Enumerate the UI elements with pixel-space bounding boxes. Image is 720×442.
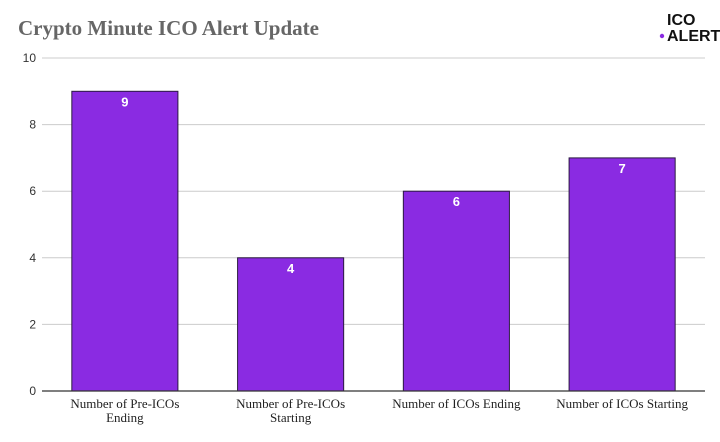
- x-category-label: Number of ICOs Starting: [556, 396, 688, 411]
- bar: [402, 190, 510, 392]
- y-tick-label: 2: [29, 317, 36, 331]
- bar-value-label: 4: [287, 261, 295, 276]
- bar: [237, 257, 345, 392]
- logo-text-line1: ICO: [667, 12, 695, 29]
- x-category-label: Number of Pre-ICOs Ending: [70, 396, 179, 425]
- y-tick-label: 6: [29, 184, 36, 198]
- y-tick-label: 8: [29, 118, 36, 132]
- logo-dot-icon: [659, 33, 665, 39]
- bar: [568, 157, 676, 392]
- x-category-label: Number of ICOs Ending: [392, 396, 521, 411]
- bar: [71, 90, 179, 392]
- y-tick-label: 0: [29, 384, 36, 398]
- bar-value-label: 9: [121, 94, 128, 109]
- bar-value-label: 7: [619, 161, 626, 176]
- ico-alert-logo: ICO ALERT: [659, 12, 720, 45]
- value-labels: 9 4 6 7: [121, 94, 625, 275]
- y-tick-label: 4: [29, 251, 36, 265]
- x-axis-categories: Number of Pre-ICOs Ending Number of Pre-IC…: [70, 396, 688, 425]
- y-axis-ticks: 0 2 4 6 8 10: [23, 51, 37, 398]
- bars: [71, 90, 676, 392]
- chart-title: Crypto Minute ICO Alert Update: [18, 16, 319, 40]
- x-category-label: Number of Pre-ICOs Starting: [236, 396, 345, 425]
- logo-text-line2: ALERT: [667, 28, 720, 45]
- bar-value-label: 6: [453, 194, 460, 209]
- y-tick-label: 10: [23, 51, 37, 65]
